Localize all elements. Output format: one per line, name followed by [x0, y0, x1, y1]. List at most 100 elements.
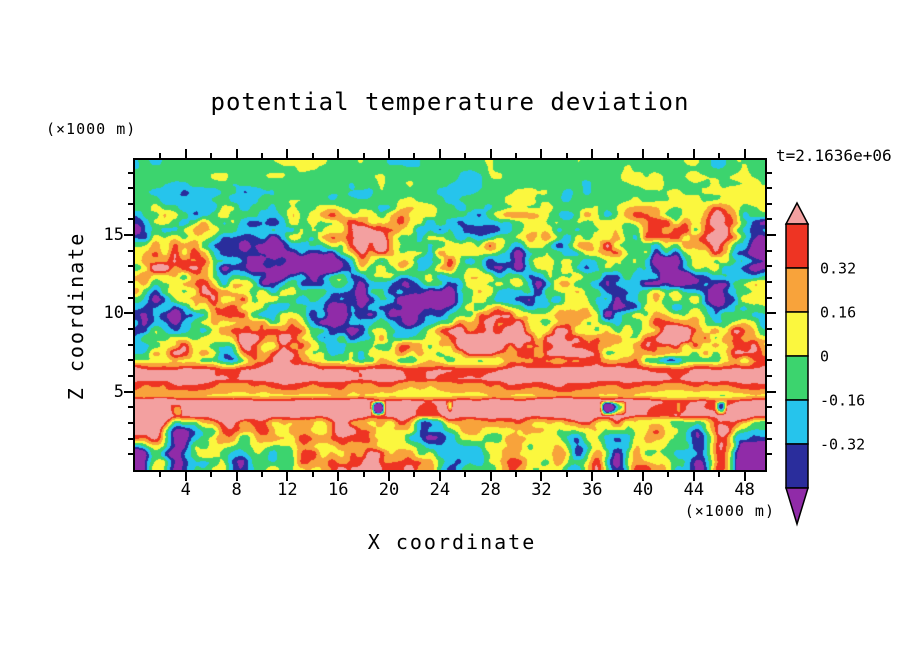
axis-tick [767, 406, 772, 409]
axis-tick [767, 202, 772, 205]
contour-field-canvas [135, 160, 765, 470]
axis-tick [642, 149, 645, 158]
axis-tick [767, 375, 772, 378]
axis-tick [767, 249, 772, 252]
colorbar-tick-label: 0.16 [820, 303, 856, 321]
axis-tick [413, 472, 416, 477]
axis-tick [767, 234, 776, 237]
x-tick-label: 24 [429, 480, 451, 500]
axis-tick [337, 472, 340, 481]
axis-tick [286, 472, 289, 481]
colorbar-arrow-top [784, 201, 810, 225]
axis-tick [767, 390, 776, 393]
axis-tick [124, 234, 133, 237]
axis-tick [616, 153, 619, 158]
axis-tick [235, 149, 238, 158]
x-tick-label: 44 [683, 480, 705, 500]
axis-tick [337, 149, 340, 158]
axis-tick [311, 472, 314, 477]
axis-tick [565, 153, 568, 158]
axis-tick [286, 149, 289, 158]
x-axis-unit: (×1000 m) [684, 502, 775, 520]
axis-tick [128, 437, 133, 440]
plot-frame [133, 158, 767, 472]
axis-tick [261, 153, 264, 158]
axis-tick [128, 453, 133, 456]
axis-tick [718, 153, 721, 158]
axis-tick [128, 406, 133, 409]
y-tick-label: 5 [113, 381, 124, 402]
axis-tick [743, 149, 746, 158]
axis-tick [767, 312, 776, 315]
axis-tick [128, 359, 133, 362]
y-axis-unit: (×1000 m) [46, 120, 137, 138]
axis-tick [767, 296, 772, 299]
axis-tick [767, 453, 772, 456]
x-tick-label: 28 [480, 480, 501, 500]
axis-tick [124, 390, 133, 393]
axis-tick [767, 281, 772, 284]
axis-tick [767, 437, 772, 440]
axis-tick [311, 153, 314, 158]
axis-tick [767, 328, 772, 331]
axis-tick [210, 472, 213, 477]
chart-title: potential temperature deviation [210, 88, 690, 116]
axis-tick [128, 171, 133, 174]
axis-tick [667, 472, 670, 477]
x-tick-label: 8 [231, 480, 242, 500]
axis-tick [718, 472, 721, 477]
colorbar-tick-label: -0.32 [820, 435, 865, 453]
axis-tick [767, 218, 772, 221]
axis-tick [159, 472, 162, 477]
axis-tick [591, 149, 594, 158]
colorbar-tick-label: -0.16 [820, 391, 865, 409]
axis-tick [128, 375, 133, 378]
x-tick-label: 48 [734, 480, 755, 500]
axis-tick [767, 422, 772, 425]
axis-tick [128, 328, 133, 331]
axis-tick [128, 202, 133, 205]
axis-tick [591, 472, 594, 481]
x-axis-title: X coordinate [367, 530, 537, 554]
axis-tick [515, 472, 518, 477]
y-tick-label: 15 [103, 225, 124, 246]
axis-tick [413, 153, 416, 158]
axis-tick [124, 312, 133, 315]
colorbar-tick-label: 0.32 [820, 259, 856, 277]
axis-tick [515, 153, 518, 158]
axis-tick [616, 472, 619, 477]
colorbar-segment [785, 223, 809, 269]
x-tick-label: 16 [327, 480, 349, 500]
axis-tick [128, 343, 133, 346]
x-tick-label: 12 [277, 480, 298, 500]
axis-tick [388, 149, 391, 158]
colorbar-segment [785, 443, 809, 489]
axis-tick [388, 472, 391, 481]
axis-tick [667, 153, 670, 158]
x-tick-label: 4 [180, 480, 191, 500]
axis-tick [128, 265, 133, 268]
axis-tick [489, 149, 492, 158]
axis-tick [540, 472, 543, 481]
colorbar: 0.32 0.16 0 -0.16 -0.32 [784, 201, 865, 527]
colorbar-segment [785, 399, 809, 445]
axis-tick [767, 265, 772, 268]
axis-tick [159, 153, 162, 158]
axis-tick [540, 149, 543, 158]
axis-tick [128, 422, 133, 425]
axis-tick [489, 472, 492, 481]
axis-tick [210, 153, 213, 158]
axis-tick [235, 472, 238, 481]
x-tick-label: 36 [582, 480, 603, 500]
colorbar-arrow-bottom [784, 487, 810, 527]
axis-tick [184, 149, 187, 158]
axis-tick [692, 472, 695, 481]
axis-tick [565, 472, 568, 477]
axis-tick [438, 472, 441, 481]
axis-tick [438, 149, 441, 158]
colorbar-segment [785, 355, 809, 401]
axis-tick [128, 296, 133, 299]
axis-tick [767, 171, 772, 174]
time-annotation: t=2.1636e+06 [776, 146, 892, 165]
